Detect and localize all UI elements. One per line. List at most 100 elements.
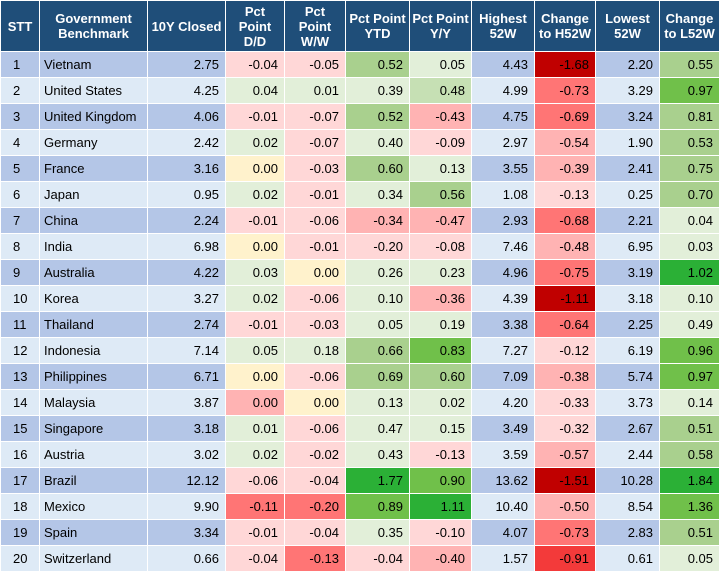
cell-ch52: -0.91 (534, 545, 596, 572)
cell-benchmark: Korea (39, 285, 148, 312)
cell-cl52: 0.55 (659, 51, 720, 78)
cell-closed: 3.87 (147, 389, 226, 416)
cell-closed: 3.02 (147, 441, 226, 468)
cell-benchmark: France (39, 155, 148, 182)
cell-stt: 2 (0, 77, 40, 104)
column-header-closed[interactable]: 10Y Closed (147, 0, 226, 52)
table-row: 15 Singapore 3.18 0.01 -0.06 0.47 0.15 3.49 -0.3… (0, 415, 720, 442)
cell-closed: 2.74 (147, 311, 226, 338)
cell-stt: 16 (0, 441, 40, 468)
cell-ytd: 0.40 (345, 129, 410, 156)
cell-cl52: 0.03 (659, 233, 720, 260)
table-row: 6 Japan 0.95 0.02 -0.01 0.34 0.56 1.08 -0.13 0.25… (0, 181, 720, 208)
cell-ww: -0.06 (284, 207, 346, 234)
cell-h52: 2.97 (471, 129, 535, 156)
cell-stt: 18 (0, 493, 40, 520)
cell-stt: 12 (0, 337, 40, 364)
cell-ytd: 0.10 (345, 285, 410, 312)
cell-stt: 10 (0, 285, 40, 312)
column-header-dd[interactable]: Pct Point D/D (225, 0, 285, 52)
column-header-cl52[interactable]: Change to L52W (659, 0, 720, 52)
cell-ww: 0.01 (284, 77, 346, 104)
cell-ww: -0.02 (284, 441, 346, 468)
cell-ww: -0.01 (284, 233, 346, 260)
column-header-ytd[interactable]: Pct Point YTD (345, 0, 410, 52)
cell-ytd: 0.26 (345, 259, 410, 286)
cell-l52: 2.83 (595, 519, 660, 546)
table-row: 2 United States 4.25 0.04 0.01 0.39 0.48 4.99 -0… (0, 77, 720, 104)
cell-stt: 5 (0, 155, 40, 182)
cell-ytd: 0.66 (345, 337, 410, 364)
cell-benchmark: Switzerland (39, 545, 148, 572)
cell-closed: 0.95 (147, 181, 226, 208)
column-header-benchmark[interactable]: Government Benchmark (39, 0, 148, 52)
cell-yy: 0.48 (409, 77, 472, 104)
column-header-yy[interactable]: Pct Point Y/Y (409, 0, 472, 52)
column-header-ch52[interactable]: Change to H52W (534, 0, 596, 52)
cell-ytd: -0.34 (345, 207, 410, 234)
table-row: 18 Mexico 9.90 -0.11 -0.20 0.89 1.11 10.40 -0.50… (0, 493, 720, 520)
cell-h52: 4.20 (471, 389, 535, 416)
table-row: 1 Vietnam 2.75 -0.04 -0.05 0.52 0.05 4.43 -1.68 2… (0, 51, 720, 78)
cell-closed: 4.25 (147, 77, 226, 104)
cell-cl52: 1.02 (659, 259, 720, 286)
cell-cl52: 0.49 (659, 311, 720, 338)
cell-closed: 3.18 (147, 415, 226, 442)
cell-stt: 13 (0, 363, 40, 390)
cell-l52: 6.19 (595, 337, 660, 364)
cell-l52: 3.19 (595, 259, 660, 286)
cell-ww: 0.00 (284, 259, 346, 286)
cell-dd: -0.01 (225, 311, 285, 338)
cell-dd: -0.01 (225, 207, 285, 234)
cell-stt: 17 (0, 467, 40, 494)
table-row: 11 Thailand 2.74 -0.01 -0.03 0.05 0.19 3.38 -0.6… (0, 311, 720, 338)
cell-cl52: 0.96 (659, 337, 720, 364)
cell-h52: 7.46 (471, 233, 535, 260)
cell-h52: 13.62 (471, 467, 535, 494)
column-header-ww[interactable]: Pct Point W/W (284, 0, 346, 52)
cell-l52: 1.90 (595, 129, 660, 156)
cell-benchmark: Malaysia (39, 389, 148, 416)
cell-cl52: 0.58 (659, 441, 720, 468)
cell-l52: 10.28 (595, 467, 660, 494)
cell-yy: 1.11 (409, 493, 472, 520)
cell-stt: 3 (0, 103, 40, 130)
table-row: 3 United Kingdom 4.06 -0.01 -0.07 0.52 -0.43 4.… (0, 103, 720, 130)
cell-closed: 6.71 (147, 363, 226, 390)
cell-benchmark: Brazil (39, 467, 148, 494)
cell-ww: -0.03 (284, 311, 346, 338)
cell-ytd: 1.77 (345, 467, 410, 494)
cell-ch52: -0.33 (534, 389, 596, 416)
table-row: 14 Malaysia 3.87 0.00 0.00 0.13 0.02 4.20 -0.33 3… (0, 389, 720, 416)
cell-l52: 2.25 (595, 311, 660, 338)
cell-closed: 7.14 (147, 337, 226, 364)
cell-ww: -0.20 (284, 493, 346, 520)
cell-benchmark: Australia (39, 259, 148, 286)
cell-ww: -0.07 (284, 103, 346, 130)
cell-ch52: -0.69 (534, 103, 596, 130)
cell-h52: 3.59 (471, 441, 535, 468)
cell-yy: 0.83 (409, 337, 472, 364)
cell-h52: 4.75 (471, 103, 535, 130)
cell-ytd: 0.13 (345, 389, 410, 416)
cell-ww: -0.04 (284, 467, 346, 494)
cell-l52: 2.41 (595, 155, 660, 182)
cell-h52: 2.93 (471, 207, 535, 234)
cell-cl52: 1.84 (659, 467, 720, 494)
cell-yy: -0.08 (409, 233, 472, 260)
cell-l52: 0.61 (595, 545, 660, 572)
cell-ww: -0.01 (284, 181, 346, 208)
column-header-h52[interactable]: Highest 52W (471, 0, 535, 52)
cell-dd: -0.11 (225, 493, 285, 520)
cell-stt: 7 (0, 207, 40, 234)
table-row: 19 Spain 3.34 -0.01 -0.04 0.35 -0.10 4.07 -0.73 2… (0, 519, 720, 546)
cell-cl52: 0.53 (659, 129, 720, 156)
cell-h52: 3.49 (471, 415, 535, 442)
column-header-stt[interactable]: STT (0, 0, 40, 52)
cell-h52: 4.43 (471, 51, 535, 78)
column-header-l52[interactable]: Lowest 52W (595, 0, 660, 52)
cell-ch52: -1.51 (534, 467, 596, 494)
cell-cl52: 0.05 (659, 545, 720, 572)
cell-cl52: 0.70 (659, 181, 720, 208)
